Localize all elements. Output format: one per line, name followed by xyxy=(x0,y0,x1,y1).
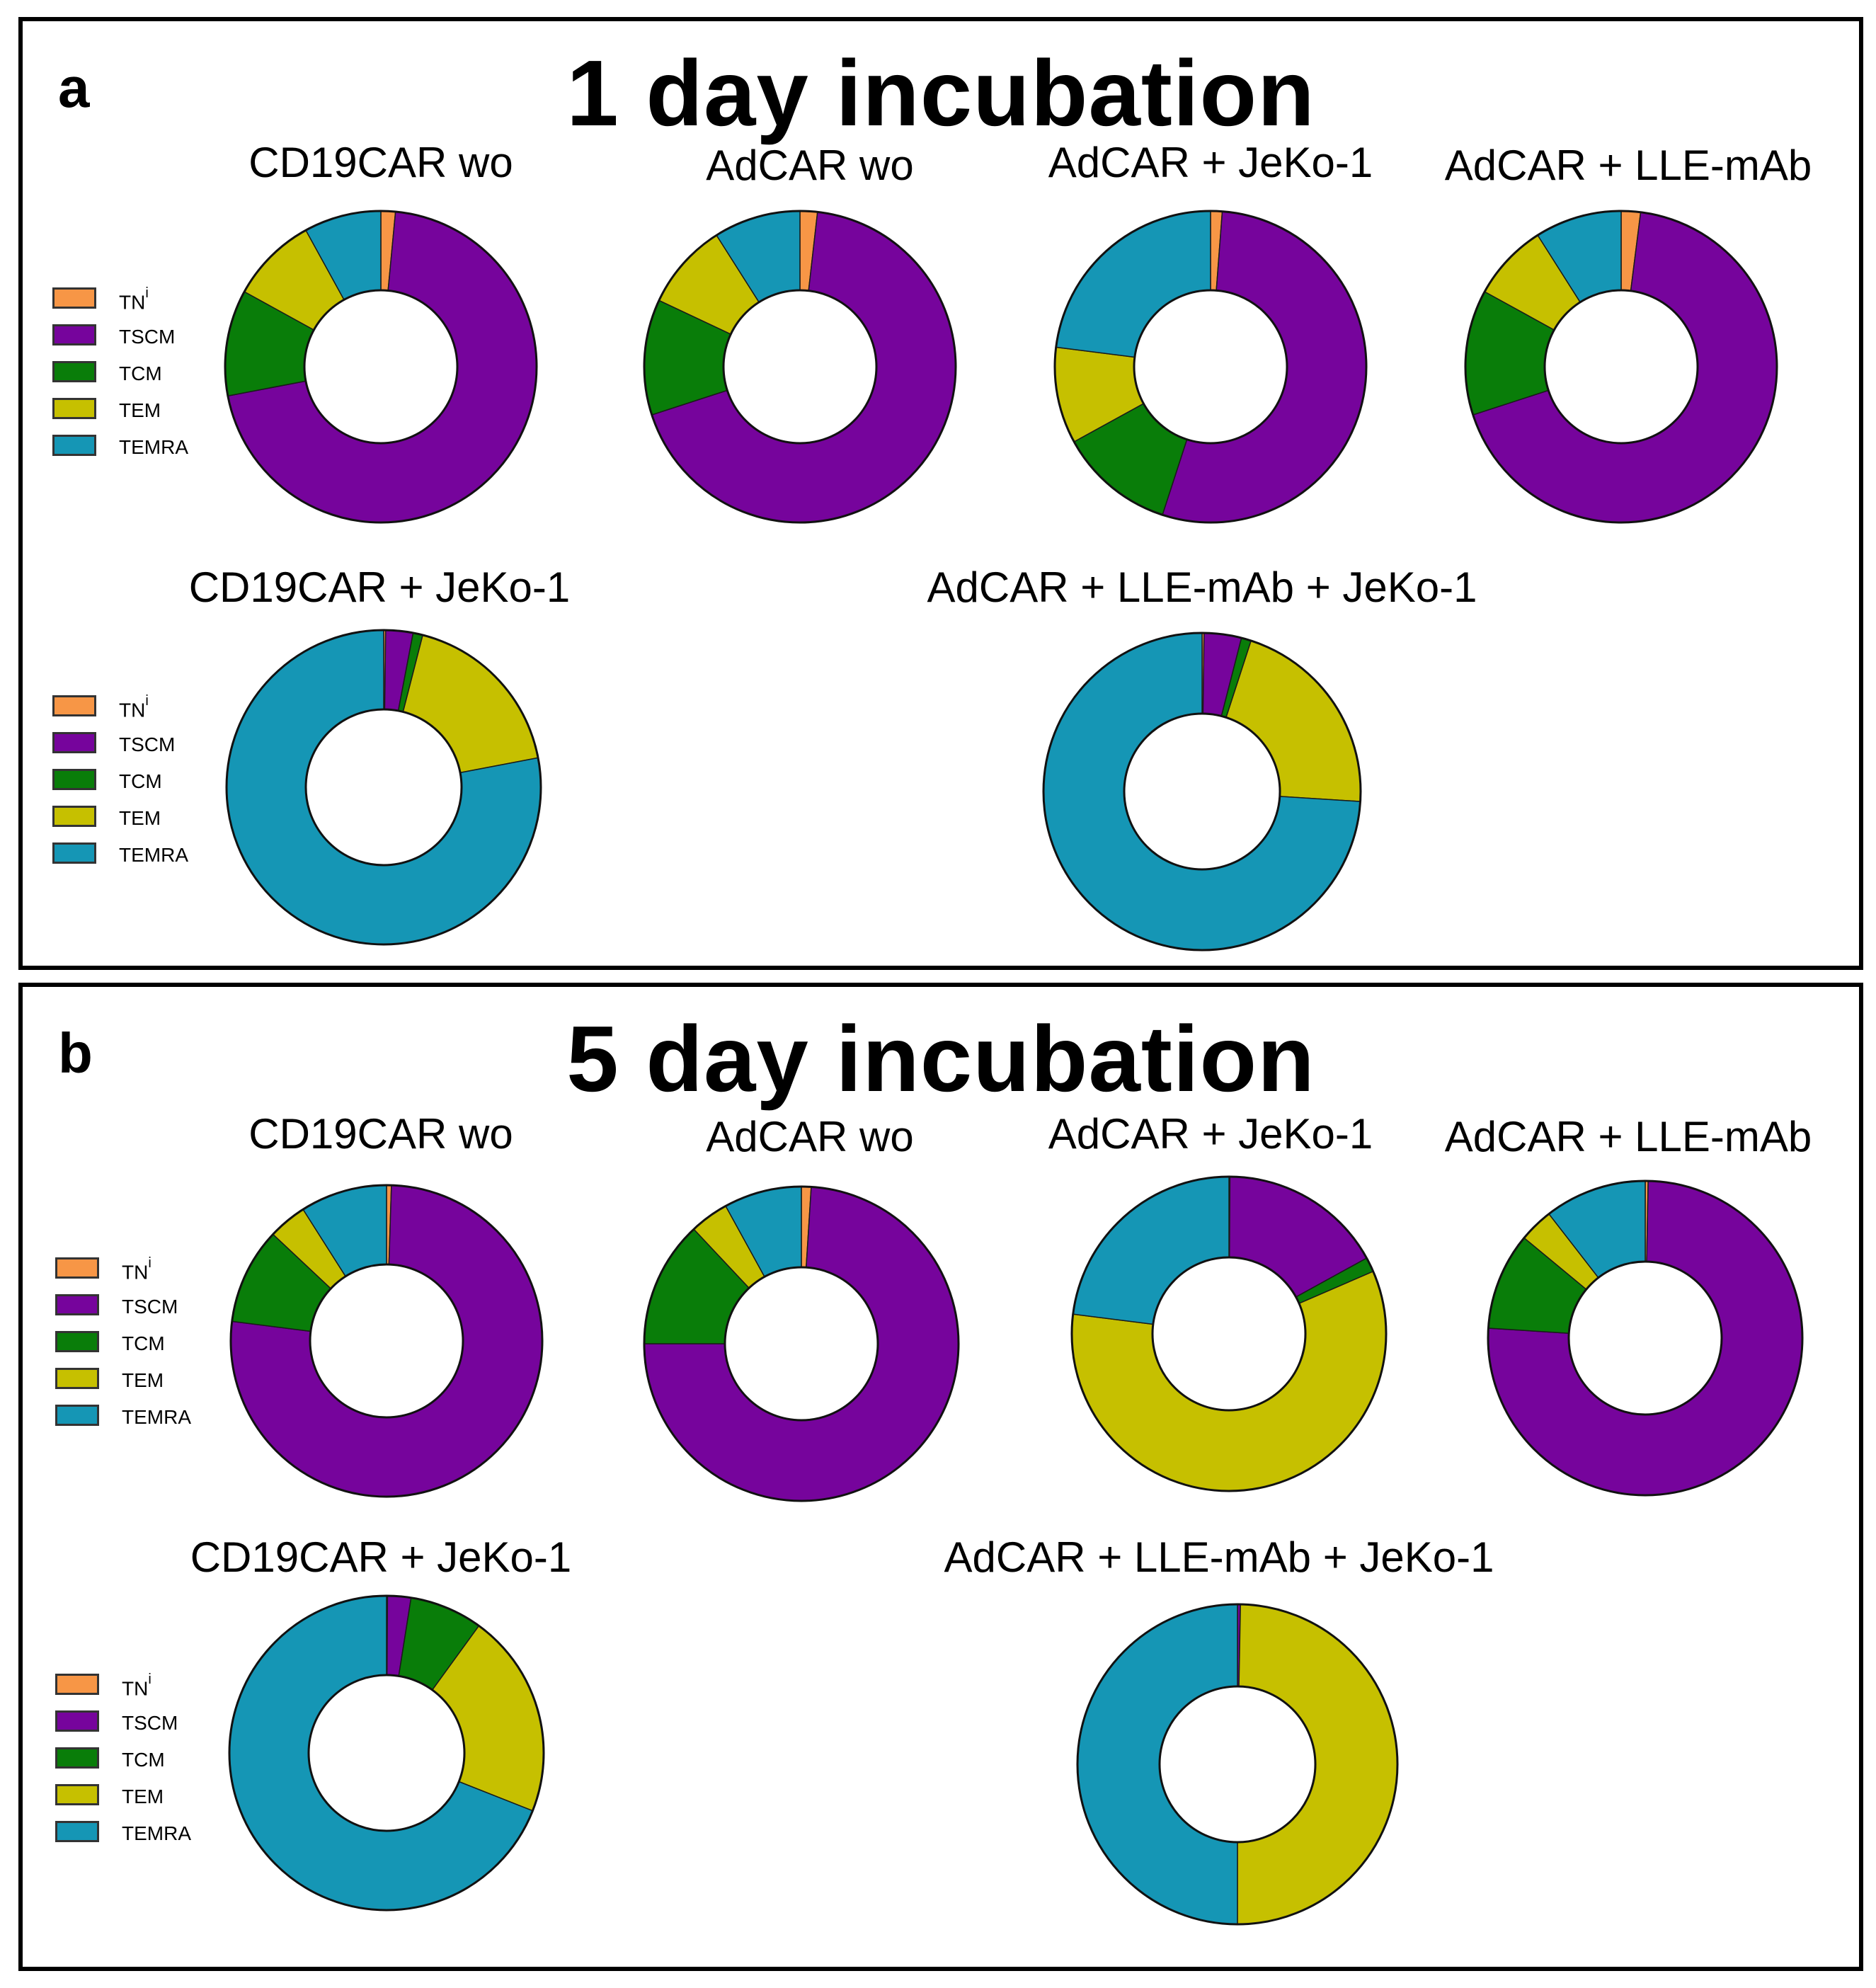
legend-swatch-tem xyxy=(52,806,96,827)
legend-label-tem: TEM xyxy=(119,399,161,421)
donut-title-panel-a-adcar-wo: AdCAR wo xyxy=(706,142,914,189)
donut-hole xyxy=(723,1266,879,1422)
donut-outer-ring xyxy=(1070,1175,1388,1492)
donut-hole xyxy=(1543,289,1699,445)
donut-outer-ring xyxy=(1487,1179,1804,1497)
legend-label-temra: TEMRA xyxy=(119,436,188,458)
donut-outer-ring xyxy=(1076,1603,1399,1926)
legend-label-tcm: TCM xyxy=(122,1749,165,1771)
legend-swatch-tcm xyxy=(52,361,96,382)
donut-chart-panel-b-adcar-jeko-1 xyxy=(1070,1175,1388,1492)
legend-swatch-tscm xyxy=(55,1710,99,1732)
donut-chart-panel-b-adcar-wo xyxy=(643,1185,960,1502)
legend-swatch-tni xyxy=(52,695,96,716)
donut-title-panel-a-cd19car-jeko-1: CD19CAR + JeKo-1 xyxy=(188,564,571,611)
donut-chart-panel-a-adcar-lle-mab-jeko-1 xyxy=(1042,632,1362,952)
donut-hole xyxy=(1151,1256,1307,1412)
donut-chart-panel-a-adcar-wo xyxy=(643,210,957,524)
legend-swatch-tscm xyxy=(55,1294,99,1315)
donut-outer-ring xyxy=(1053,210,1368,524)
donut-outer-ring xyxy=(643,210,957,524)
legend-label-tem: TEM xyxy=(122,1369,164,1391)
donut-hole xyxy=(1123,712,1281,871)
legend-label-tni: TNi xyxy=(119,285,149,314)
donut-hole xyxy=(1158,1685,1317,1844)
legend-swatch-tcm xyxy=(55,1331,99,1352)
panel-b-letter: b xyxy=(58,1022,93,1085)
donut-chart-panel-b-cd19car-wo xyxy=(229,1184,544,1498)
donut-title-panel-b-cd19car-wo: CD19CAR wo xyxy=(248,1110,513,1158)
legend-swatch-tni xyxy=(55,1257,99,1279)
donut-title-panel-b-adcar-lle-mab: AdCAR + LLE-mAb xyxy=(1444,1113,1812,1160)
legend-label-temra: TEMRA xyxy=(122,1822,191,1844)
donut-title-panel-a-adcar-lle-mab: AdCAR + LLE-mAb xyxy=(1444,142,1812,189)
legend-label-tscm: TSCM xyxy=(119,733,176,755)
legend-swatch-tni xyxy=(55,1674,99,1695)
donut-hole xyxy=(307,1674,466,1832)
legend-label-tem: TEM xyxy=(119,807,161,829)
legend-label-tni: TNi xyxy=(122,1255,151,1284)
legend-label-tem: TEM xyxy=(122,1786,164,1807)
legend-swatch-temra xyxy=(52,842,96,864)
donut-title-panel-b-adcar-wo: AdCAR wo xyxy=(706,1113,914,1160)
legend-swatch-tscm xyxy=(52,324,96,345)
donut-hole xyxy=(1567,1260,1723,1416)
legend-swatch-tem xyxy=(52,398,96,419)
donut-outer-ring xyxy=(224,210,538,524)
donut-title-panel-b-cd19car-jeko-1: CD19CAR + JeKo-1 xyxy=(190,1533,572,1581)
donut-title-panel-b-adcar-lle-mab-jeko-1: AdCAR + LLE-mAb + JeKo-1 xyxy=(944,1533,1494,1581)
panel-b-title: 5 day incubation xyxy=(566,1007,1315,1111)
panel-b-frame: b 5 day incubation TNi TSCM TCM TEM TEMR… xyxy=(18,983,1863,1971)
legend-label-tcm: TCM xyxy=(122,1332,165,1354)
legend-swatch-tcm xyxy=(55,1747,99,1769)
donut-hole xyxy=(304,708,463,867)
donut-chart-panel-a-cd19car-jeko-1 xyxy=(225,629,542,946)
donut-title-panel-a-cd19car-wo: CD19CAR wo xyxy=(248,139,513,186)
legend-swatch-tscm xyxy=(52,732,96,753)
donut-hole xyxy=(303,289,459,445)
donut-title-panel-a-adcar-jeko-1: AdCAR + JeKo-1 xyxy=(1048,139,1373,186)
donut-chart-panel-b-adcar-lle-mab xyxy=(1487,1179,1804,1497)
panel-a-title: 1 day incubation xyxy=(566,41,1315,145)
legend-label-tni: TNi xyxy=(122,1672,151,1700)
panel-a-letter: a xyxy=(58,56,90,119)
legend-label-tscm: TSCM xyxy=(119,326,176,348)
donut-hole xyxy=(722,289,878,445)
legend-swatch-temra xyxy=(55,1405,99,1426)
legend-label-tscm: TSCM xyxy=(122,1712,178,1734)
donut-outer-ring xyxy=(228,1594,545,1912)
donut-outer-ring xyxy=(225,629,542,946)
panel-a-frame: a 1 day incubation TNi TSCM TCM TEM TEMR… xyxy=(18,17,1863,970)
legend-label-tni: TNi xyxy=(119,693,149,721)
legend-label-tcm: TCM xyxy=(119,770,162,792)
donut-outer-ring xyxy=(1042,632,1362,952)
donut-hole xyxy=(309,1263,464,1419)
donut-hole xyxy=(1133,289,1288,445)
donut-title-panel-a-adcar-lle-mab-jeko-1: AdCAR + LLE-mAb + JeKo-1 xyxy=(927,564,1477,611)
donut-chart-panel-b-cd19car-jeko-1 xyxy=(228,1594,545,1912)
donut-chart-panel-b-adcar-lle-mab-jeko-1 xyxy=(1076,1603,1399,1926)
donut-title-panel-b-adcar-jeko-1: AdCAR + JeKo-1 xyxy=(1048,1110,1373,1158)
legend-swatch-tem xyxy=(55,1368,99,1389)
donut-chart-panel-a-cd19car-wo xyxy=(224,210,538,524)
legend-label-temra: TEMRA xyxy=(122,1406,191,1428)
donut-chart-panel-a-adcar-jeko-1 xyxy=(1053,210,1368,524)
donut-outer-ring xyxy=(1464,210,1778,524)
donut-chart-panel-a-adcar-lle-mab xyxy=(1464,210,1778,524)
legend-label-tcm: TCM xyxy=(119,362,162,384)
legend-swatch-tcm xyxy=(52,769,96,790)
legend-label-temra: TEMRA xyxy=(119,844,188,866)
legend-swatch-temra xyxy=(52,435,96,456)
legend-swatch-temra xyxy=(55,1821,99,1842)
donut-outer-ring xyxy=(229,1184,544,1498)
legend-label-tscm: TSCM xyxy=(122,1296,178,1318)
legend-swatch-tem xyxy=(55,1784,99,1805)
legend-swatch-tni xyxy=(52,287,96,309)
donut-outer-ring xyxy=(643,1185,960,1502)
